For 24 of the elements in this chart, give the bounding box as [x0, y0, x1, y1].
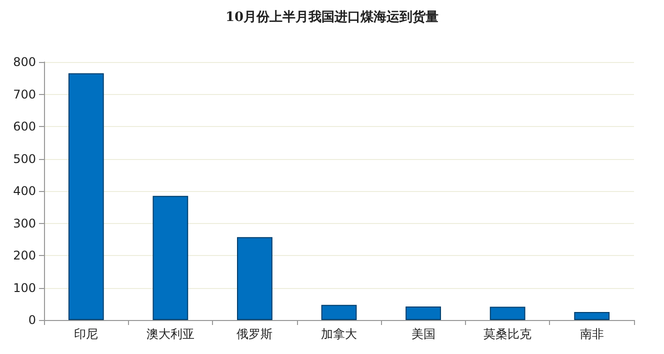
bar: [406, 306, 441, 320]
chart-title: 10月份上半月我国进口煤海运到货量: [225, 9, 439, 25]
x-tick-label: 美国: [411, 327, 436, 341]
bar: [68, 73, 104, 320]
y-tick-label: 500: [13, 152, 36, 166]
y-tick-label: 200: [13, 248, 36, 262]
y-tick-label: 0: [28, 313, 36, 327]
bar: [490, 306, 526, 320]
y-tick-label: 800: [13, 55, 36, 69]
y-tick-label: 400: [13, 184, 36, 198]
x-tick-label: 南非: [580, 327, 604, 341]
x-tick-label: 澳大利亚: [146, 327, 194, 341]
y-tick-label: 300: [13, 216, 36, 230]
y-tick-label: 600: [13, 120, 36, 134]
x-tick-label: 俄罗斯: [236, 327, 273, 341]
bar: [237, 237, 272, 320]
y-tick-label: 700: [13, 87, 36, 102]
bar: [321, 304, 357, 320]
bar: [574, 312, 610, 320]
x-tick-label: 莫桑比克: [484, 327, 532, 341]
x-tick-label: 加拿大: [321, 327, 357, 341]
x-tick-label: 印尼: [74, 327, 98, 341]
y-tick-label: 100: [13, 280, 36, 295]
bar: [152, 196, 188, 320]
